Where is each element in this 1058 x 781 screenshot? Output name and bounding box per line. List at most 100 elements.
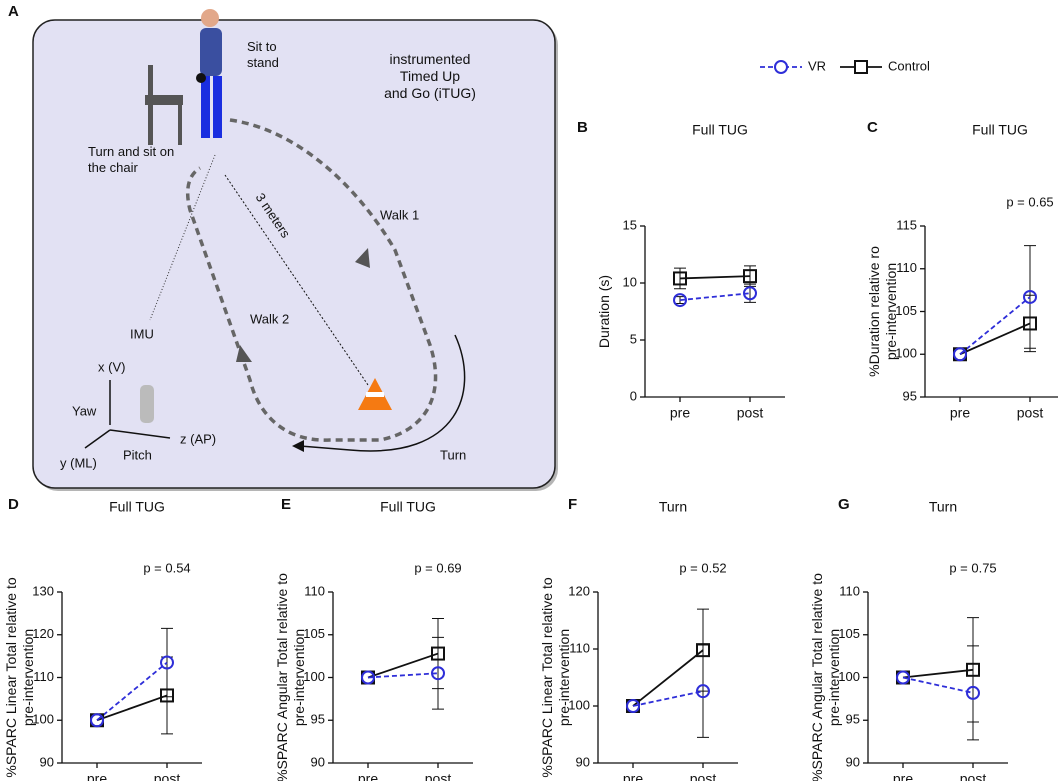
y-tick-label: 95	[846, 712, 860, 727]
chart-title: Full TUG	[109, 499, 165, 515]
marker	[1023, 316, 1037, 331]
y-tick-label: 115	[896, 217, 917, 232]
series-line	[632, 690, 704, 707]
y-axis-label-line: pre-intervention	[20, 629, 36, 726]
y-tick-label: 90	[311, 754, 325, 769]
label: instrumented Timed Up and Go (iTUG)	[384, 51, 476, 101]
y-tick-label: 95	[903, 388, 917, 403]
label: Turn and sit on	[88, 144, 174, 159]
cone-stripe	[366, 392, 384, 397]
y-tick-label: 120	[32, 626, 54, 641]
marker	[696, 643, 710, 658]
x-tick-label: post	[737, 405, 764, 421]
imu-pointer	[149, 154, 216, 321]
legend-marker	[854, 60, 868, 74]
label: Timed Up	[400, 68, 460, 84]
label: the chair	[88, 160, 139, 175]
y-axis-label: %SPARC Linear Total relative topre-inter…	[3, 577, 36, 777]
y-tick-label: 120	[568, 583, 590, 598]
panel-letter: A	[8, 3, 19, 20]
y-tick-label: 110	[304, 583, 325, 598]
panel-letter: B	[577, 119, 588, 136]
y-tick-label: 10	[623, 274, 637, 289]
chart-title: Full TUG	[972, 122, 1028, 138]
label: instrumented	[390, 51, 471, 67]
y-tick-label: 105	[303, 626, 325, 641]
turn-arc	[299, 334, 466, 452]
panel-letter: G	[838, 496, 850, 513]
x-tick-label: pre	[358, 771, 378, 781]
marker	[160, 688, 174, 703]
y-tick-label: 90	[576, 754, 590, 769]
y-axis-label-line: %SPARC Angular Total relative to	[274, 573, 290, 781]
marker	[431, 666, 445, 681]
marker	[160, 655, 174, 670]
marker	[953, 347, 967, 362]
label: IMU	[130, 326, 154, 341]
y-axis-label: %SPARC Linear Total relative topre-inter…	[539, 577, 572, 777]
arrow-head	[236, 345, 252, 362]
x-tick-label: post	[1017, 405, 1044, 421]
y-axis-label-line: pre-intervention	[556, 629, 572, 726]
series-line	[679, 292, 751, 301]
marker	[696, 684, 710, 699]
marker	[431, 646, 445, 661]
y-tick-label: 0	[630, 388, 637, 403]
arrow-head	[355, 248, 370, 268]
y-tick-label: 110	[569, 640, 590, 655]
label: Pitch	[123, 447, 152, 462]
marker	[361, 670, 375, 685]
series-line	[96, 694, 168, 722]
x-tick-label: post	[690, 771, 717, 781]
y-tick-label: 130	[32, 583, 54, 598]
y-tick-label: 100	[895, 346, 917, 361]
person-head	[201, 9, 219, 27]
y-tick-label: 110	[896, 260, 917, 275]
y-axis-label: Duration (s)	[596, 275, 612, 348]
y-axis-label: %SPARC Angular Total relative topre-inte…	[274, 573, 307, 781]
x-tick-label: pre	[893, 771, 913, 781]
y-axis-label-line: pre-intervention	[883, 263, 899, 360]
series-line	[902, 676, 974, 694]
y-axis-label-line: %Duration relative ro	[866, 246, 882, 377]
label: Walk 2	[250, 311, 289, 326]
y-axis-label-line: %SPARC Angular Total relative to	[809, 573, 825, 781]
marker	[673, 271, 687, 286]
panel-letter: F	[568, 496, 577, 513]
y-axis-label: %Duration relative ropre-intervention	[866, 246, 899, 377]
x-tick-label: pre	[670, 405, 690, 421]
chair	[178, 100, 182, 145]
x-tick-label: pre	[87, 771, 107, 781]
chart-title: Turn	[929, 499, 957, 515]
panel-letter: D	[8, 496, 19, 513]
label: Sit to stand	[247, 39, 279, 70]
series-line	[96, 661, 168, 721]
y-axis-label-line: pre-intervention	[291, 629, 307, 726]
y-tick-label: 100	[838, 669, 860, 684]
series-line	[367, 652, 439, 679]
series-line	[632, 649, 704, 707]
arrow-head	[292, 440, 304, 452]
legend-label: Control	[888, 58, 930, 73]
label: Sit to	[247, 39, 277, 54]
annotation: p = 0.54	[143, 560, 190, 575]
y-tick-label: 110	[33, 669, 54, 684]
y-axis-label-line: %SPARC Linear Total relative to	[3, 577, 19, 777]
marker	[673, 293, 687, 308]
label: and Go (iTUG)	[384, 85, 476, 101]
label: Yaw	[72, 403, 97, 418]
marker	[90, 713, 104, 728]
label: Turn and sit on the chair	[88, 144, 174, 175]
series-line	[367, 672, 439, 679]
y-tick-label: 100	[32, 712, 54, 727]
label: stand	[247, 55, 279, 70]
diagram: A Sit to stand instrumented Timed Up and Go…	[8, 3, 558, 491]
panel-letter: C	[867, 119, 878, 136]
y-tick-label: 90	[40, 754, 54, 769]
label: z (AP)	[180, 431, 216, 446]
y-tick-label: 110	[839, 583, 860, 598]
panel-letter: E	[281, 496, 291, 513]
error-bar	[432, 636, 444, 710]
imu-sensor	[196, 73, 206, 83]
x-tick-label: post	[154, 771, 181, 781]
